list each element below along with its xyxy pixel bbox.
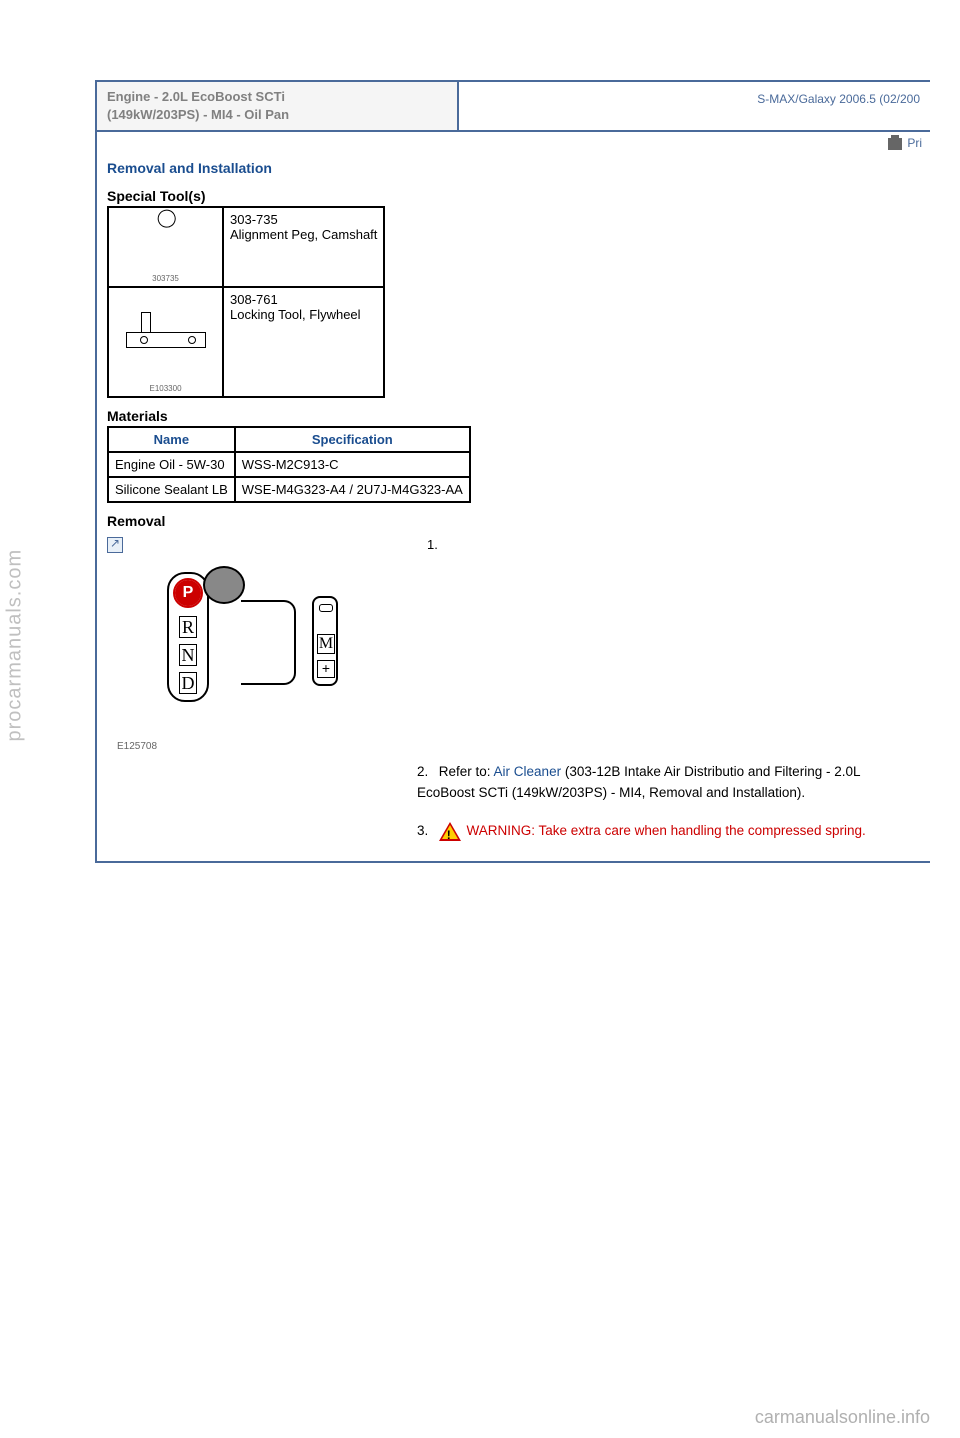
page-container: Engine - 2.0L EcoBoost SCTi (149kW/203PS… xyxy=(95,80,930,863)
content-area: Removal and Installation Special Tool(s)… xyxy=(97,160,930,861)
gear-mode-panel: M + xyxy=(312,596,338,686)
material-name-2: Silicone Sealant LB xyxy=(108,477,235,502)
tool-code-1: 303-735 xyxy=(230,212,278,227)
warning-text: WARNING: Take extra care when handling t… xyxy=(467,823,866,838)
print-row: Pri xyxy=(97,132,930,156)
gear-knob-icon xyxy=(203,566,245,604)
step-1-content: 1. xyxy=(417,537,920,732)
step-2-number: 2. xyxy=(417,762,435,782)
tool-name-1: Alignment Peg, Camshaft xyxy=(230,227,377,242)
alignment-peg-icon xyxy=(161,213,169,227)
tool-row-1: 303735 303-735 Alignment Peg, Camshaft xyxy=(108,207,384,287)
step-2-content: 2. Refer to: Air Cleaner (303-12B Intake… xyxy=(417,762,920,803)
tool-name-2: Locking Tool, Flywheel xyxy=(230,307,361,322)
gear-n-label: N xyxy=(179,644,197,666)
warning-icon xyxy=(439,822,461,841)
tool-desc-2: 308-761 Locking Tool, Flywheel xyxy=(223,287,384,397)
step-2-prefix: Refer to: xyxy=(439,764,494,779)
diagram-label: E125708 xyxy=(117,741,157,752)
step-1-container: P R N D M + E125708 1. xyxy=(107,537,920,732)
watermark-left: procarmanuals.com xyxy=(4,549,27,742)
tool-image-cell-1: 303735 xyxy=(108,207,223,287)
gear-selector-diagram: P R N D M + E125708 xyxy=(167,572,367,732)
step-1-number: 1. xyxy=(427,537,438,552)
step-3-number: 3. xyxy=(417,821,435,841)
tool-desc-1: 303-735 Alignment Peg, Camshaft xyxy=(223,207,384,287)
materials-row-2: Silicone Sealant LB WSE-M4G323-A4 / 2U7J… xyxy=(108,477,470,502)
tools-table: 303735 303-735 Alignment Peg, Camshaft E… xyxy=(107,206,385,398)
gear-r-label: R xyxy=(179,616,197,638)
title-line-2: (149kW/203PS) - MI4 - Oil Pan xyxy=(107,107,289,122)
special-tools-heading: Special Tool(s) xyxy=(107,188,920,204)
material-name-1: Engine Oil - 5W-30 xyxy=(108,452,235,477)
watermark-bottom: carmanualsonline.info xyxy=(755,1407,930,1428)
step-3-content: 3. WARNING: Take extra care when handlin… xyxy=(417,821,920,841)
step-2-container: 2. Refer to: Air Cleaner (303-12B Intake… xyxy=(107,762,920,803)
tool-row-2: E103300 308-761 Locking Tool, Flywheel xyxy=(108,287,384,397)
vehicle-info: S-MAX/Galaxy 2006.5 (02/200 xyxy=(459,82,930,130)
tool-code-2: 308-761 xyxy=(230,292,278,307)
materials-header-spec: Specification xyxy=(235,427,470,452)
gear-d-label: D xyxy=(179,672,197,694)
material-spec-1: WSS-M2C913-C xyxy=(235,452,470,477)
step-1-image-area: P R N D M + E125708 xyxy=(107,537,417,732)
enlarge-icon[interactable] xyxy=(107,537,123,553)
gear-plus-label: + xyxy=(317,660,335,678)
material-spec-2: WSE-M4G323-A4 / 2U7J-M4G323-AA xyxy=(235,477,470,502)
flywheel-tool-icon xyxy=(126,312,206,362)
gear-selector-outline: P R N D xyxy=(167,572,209,702)
section-title: Removal and Installation xyxy=(107,160,920,176)
print-icon[interactable] xyxy=(888,138,902,150)
print-label[interactable]: Pri xyxy=(907,136,922,150)
materials-table: Name Specification Engine Oil - 5W-30 WS… xyxy=(107,426,471,503)
tool-image-cell-2: E103300 xyxy=(108,287,223,397)
title-line-1: Engine - 2.0L EcoBoost SCTi xyxy=(107,89,285,104)
removal-heading: Removal xyxy=(107,513,920,529)
gear-m-label: M xyxy=(317,634,335,654)
materials-heading: Materials xyxy=(107,408,920,424)
air-cleaner-link[interactable]: Air Cleaner xyxy=(494,764,562,779)
tool-image-label-2: E103300 xyxy=(109,384,222,393)
gear-connector-line xyxy=(241,600,296,685)
materials-header-row: Name Specification xyxy=(108,427,470,452)
tool-image-label-1: 303735 xyxy=(109,274,222,283)
header-row: Engine - 2.0L EcoBoost SCTi (149kW/203PS… xyxy=(97,82,930,132)
materials-header-name: Name xyxy=(108,427,235,452)
step-3-container: 3. WARNING: Take extra care when handlin… xyxy=(107,821,920,841)
materials-row-1: Engine Oil - 5W-30 WSS-M2C913-C xyxy=(108,452,470,477)
document-title: Engine - 2.0L EcoBoost SCTi (149kW/203PS… xyxy=(97,82,459,130)
